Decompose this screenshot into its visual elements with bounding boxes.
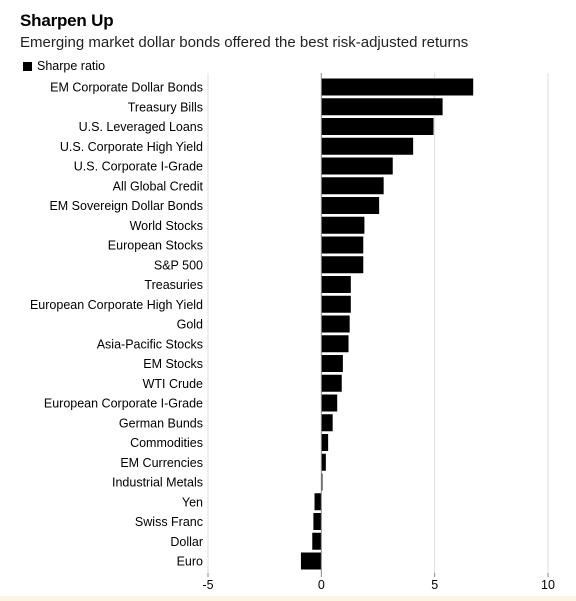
legend-swatch [23, 61, 32, 71]
bar [321, 197, 380, 214]
category-label: EM Corporate Dollar Bonds [50, 81, 203, 95]
category-label: European Corporate I-Grade [44, 397, 203, 411]
bar [321, 335, 349, 353]
chart-title: Sharpen Up [20, 11, 114, 30]
category-label: Gold [177, 318, 203, 332]
category-label: World Stocks [130, 219, 203, 233]
bar [321, 276, 351, 293]
category-label: EM Stocks [143, 357, 203, 371]
bar [321, 137, 414, 155]
bar [321, 453, 326, 471]
category-label: Yen [182, 495, 203, 509]
category-label: Swiss Franc [135, 515, 203, 529]
bar [321, 473, 323, 491]
bottom-rule [0, 596, 576, 601]
bar [314, 493, 322, 511]
bar [321, 434, 329, 451]
bar [321, 394, 338, 412]
bar [321, 374, 342, 392]
x-tick-label: -5 [202, 578, 213, 592]
category-label: German Bunds [119, 416, 203, 430]
category-label: WTI Crude [143, 377, 203, 391]
x-tick-label: 5 [431, 578, 438, 592]
x-tick-label: 10 [541, 578, 555, 592]
bar [321, 177, 384, 195]
bar [321, 256, 364, 274]
bar [321, 414, 333, 432]
category-label: Treasuries [144, 278, 203, 292]
bar [321, 315, 350, 333]
bar [321, 157, 393, 175]
bar [321, 118, 434, 135]
bar [321, 98, 443, 116]
bar [321, 78, 474, 96]
category-label: U.S. Corporate High Yield [60, 140, 203, 154]
category-label: U.S. Leveraged Loans [79, 120, 203, 134]
category-label: European Corporate High Yield [30, 298, 203, 312]
bar [312, 532, 322, 550]
bar [321, 295, 351, 313]
category-label: Euro [177, 555, 203, 569]
bar [313, 513, 322, 530]
category-label: European Stocks [108, 239, 203, 253]
bar [321, 216, 365, 234]
bar [300, 552, 322, 570]
bar [321, 236, 364, 254]
category-label: Commodities [130, 436, 203, 450]
category-label: U.S. Corporate I-Grade [74, 160, 203, 174]
category-label: Dollar [170, 535, 203, 549]
category-label: Asia-Pacific Stocks [97, 337, 203, 351]
x-tick-label: 0 [318, 578, 325, 592]
legend: Sharpe ratio [23, 59, 105, 73]
legend-label: Sharpe ratio [37, 59, 106, 73]
category-label: S&P 500 [154, 258, 203, 272]
chart-subtitle: Emerging market dollar bonds offered the… [20, 34, 469, 51]
category-label: EM Currencies [120, 456, 203, 470]
category-label: EM Sovereign Dollar Bonds [49, 199, 203, 213]
category-label: Treasury Bills [128, 100, 203, 114]
category-label: All Global Credit [113, 179, 204, 193]
category-label: Industrial Metals [112, 476, 203, 490]
bar [321, 355, 343, 372]
